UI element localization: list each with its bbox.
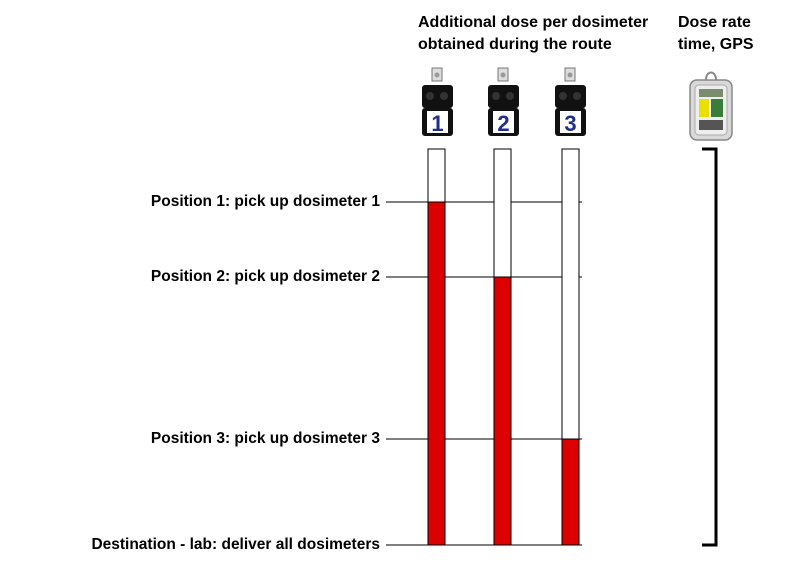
route-bracket	[702, 147, 718, 547]
dose-header-line-1: Additional dose per dosimeter	[418, 14, 649, 31]
dosimeter-badge-icon: 2	[488, 67, 519, 136]
rate-header-line-2: time, GPS	[678, 36, 754, 53]
dosimeter-1-dose-bar	[427, 201, 446, 546]
position-3-label: Position 3: pick up dosimeter 3	[150, 430, 380, 447]
dosimeter-badge-icon: 3	[555, 67, 586, 136]
rate-header-line-1: Dose rate	[678, 14, 751, 31]
dose-rate-meter-icon	[689, 71, 733, 141]
destination-label: Destination - lab: deliver all dosimeter…	[91, 536, 380, 553]
dosimeter-3-number: 3	[564, 111, 576, 136]
dose-per-dosimeter-header: Additional dose per dosimeter obtained d…	[418, 12, 678, 56]
dosimeter-2-number: 2	[497, 111, 509, 136]
dosimeter-2-dose-bar	[493, 276, 512, 546]
position-2-label: Position 2: pick up dosimeter 2	[150, 268, 380, 285]
dosimeter-3-dose-bar	[561, 438, 580, 546]
dosimeter-1-number: 1	[431, 111, 443, 136]
dose-header-line-2: obtained during the route	[418, 36, 612, 53]
dose-rate-header: Dose rate time, GPS	[678, 12, 788, 56]
position-1-label: Position 1: pick up dosimeter 1	[150, 193, 380, 210]
dosimeter-badge-icon: 1	[422, 67, 453, 136]
